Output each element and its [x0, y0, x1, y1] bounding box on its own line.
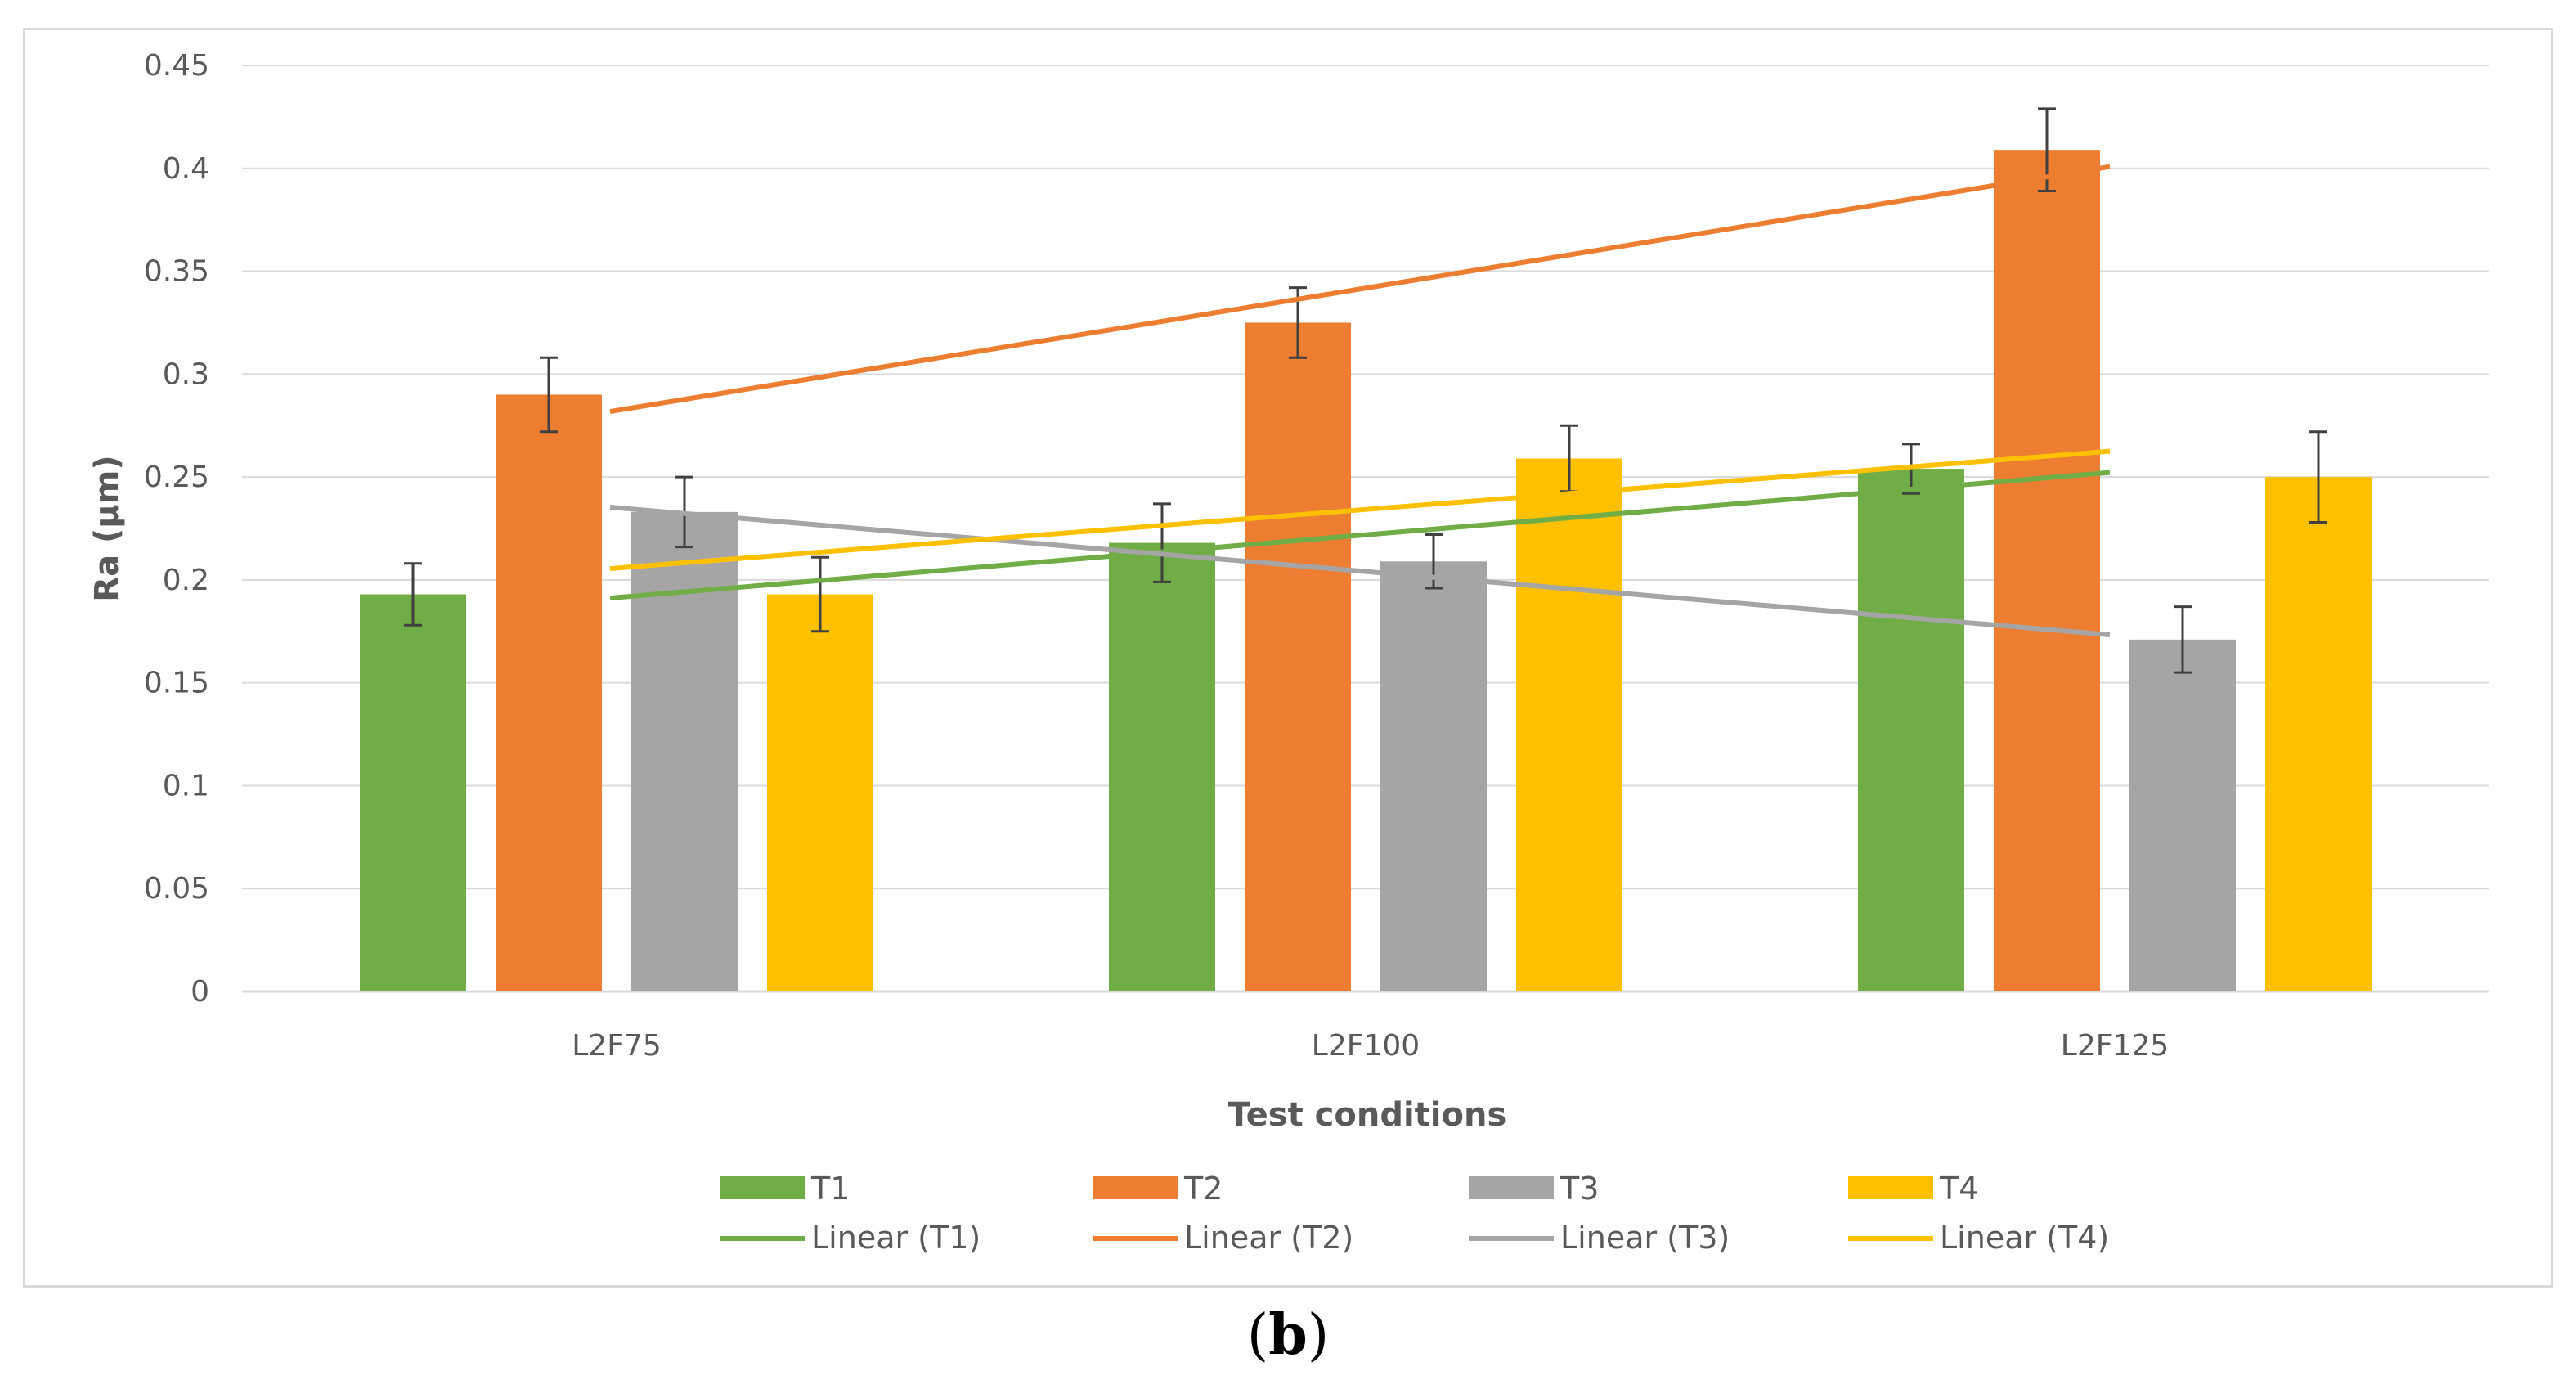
bar-t1-l2f75 [360, 594, 466, 991]
y-tick-label: 0 [191, 975, 209, 1009]
legend-label: Linear (T3) [1560, 1220, 1730, 1256]
legend-label: T4 [1939, 1171, 1978, 1207]
y-tick-label: 0.15 [144, 667, 209, 700]
trendline-t2 [609, 164, 2111, 414]
bar-t3-l2f100 [1380, 561, 1487, 991]
bar-t2-l2f75 [496, 394, 602, 991]
legend-label: Linear (T4) [1940, 1220, 2109, 1256]
y-tick-label: 0.1 [163, 769, 209, 802]
legend-label: Linear (T1) [811, 1220, 981, 1256]
y-tick-label: 0.35 [144, 255, 209, 289]
x-tick-label: L2F125 [2061, 1029, 2169, 1063]
legend-swatch-t1 [720, 1176, 805, 1199]
trendline-t4 [609, 448, 2111, 572]
bar-t1-l2f125 [1858, 469, 1964, 991]
y-tick-label: 0.4 [163, 152, 209, 186]
legend-label: Linear (T2) [1184, 1220, 1353, 1256]
x-axis-title: Test conditions [1228, 1096, 1507, 1134]
figure-caption: (b) [1246, 1302, 1330, 1368]
bar-t1-l2f100 [1109, 542, 1215, 991]
legend-label: T2 [1183, 1171, 1223, 1207]
bar-t2-l2f125 [1994, 150, 2100, 991]
x-tick-label: L2F75 [572, 1029, 661, 1063]
bar-t2-l2f100 [1245, 322, 1351, 991]
bar-t4-l2f125 [2265, 477, 2372, 991]
trendline-t1 [609, 470, 2111, 601]
legend-swatch-t2 [1093, 1176, 1178, 1199]
y-axis-title: Ra (μm) [88, 455, 126, 601]
bar-t4-l2f75 [767, 594, 873, 991]
y-tick-label: 0.45 [144, 49, 209, 83]
bar-t4-l2f100 [1516, 458, 1622, 991]
legend-label: T3 [1560, 1171, 1599, 1207]
y-tick-label: 0.25 [144, 461, 209, 494]
x-tick-label: L2F100 [1312, 1029, 1420, 1063]
trendline-t3 [609, 505, 2111, 637]
legend-swatch-t4 [1848, 1176, 1933, 1199]
bar-t3-l2f75 [631, 511, 738, 991]
legend-swatch-t3 [1469, 1176, 1554, 1199]
legend-label: T1 [810, 1171, 850, 1207]
y-tick-label: 0.2 [163, 564, 209, 597]
y-tick-label: 0.05 [144, 872, 209, 906]
y-tick-label: 0.3 [163, 357, 209, 391]
bar-t3-l2f125 [2129, 639, 2236, 991]
